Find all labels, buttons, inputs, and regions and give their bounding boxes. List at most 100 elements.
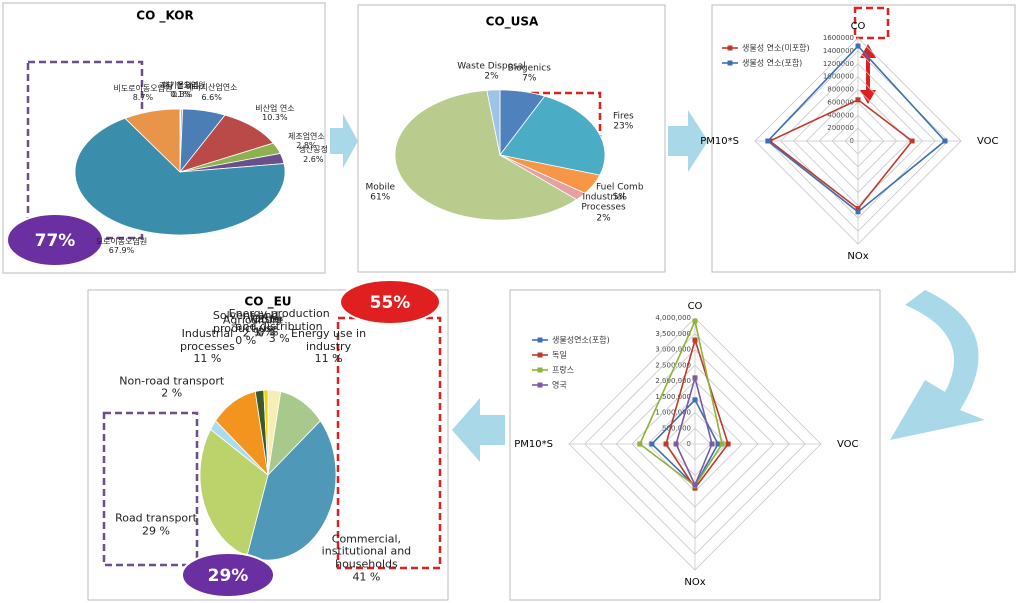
value-label: 0 % bbox=[257, 325, 279, 339]
radar-point bbox=[649, 441, 655, 447]
value-label: 61% bbox=[370, 192, 391, 203]
pie-label: Non-road transport 2 % bbox=[118, 374, 226, 400]
legend-marker bbox=[537, 367, 543, 373]
axis-label: NOx bbox=[847, 251, 868, 262]
arrow bbox=[330, 114, 358, 168]
legend-marker bbox=[537, 352, 543, 358]
pie-label: 비도로이동오염원 8.7% bbox=[108, 84, 178, 102]
value-label: 0.1% bbox=[170, 90, 191, 100]
pie-label: Fires 23% bbox=[588, 112, 658, 133]
arrow bbox=[668, 110, 708, 172]
radar-point bbox=[663, 441, 669, 447]
radar-point bbox=[692, 318, 698, 324]
annotation-badge bbox=[6, 213, 104, 267]
pie-slice bbox=[74, 117, 286, 236]
pie-label: Mobile 61% bbox=[345, 182, 415, 203]
axis-label: PM10*S bbox=[514, 439, 553, 450]
value-label: 2% bbox=[596, 213, 611, 224]
pie-label: Road transport 29 % bbox=[102, 511, 210, 538]
pie-label: Waste Disposal 2% bbox=[457, 61, 527, 82]
annotation-badge bbox=[181, 552, 275, 598]
arrow bbox=[890, 290, 985, 440]
r-tick-label: 1200000 bbox=[823, 60, 854, 68]
category-label: Road transport bbox=[115, 511, 197, 525]
pie-label: Energy use in industry 11 % bbox=[275, 327, 383, 366]
category-label: Waste Disposal bbox=[457, 61, 526, 72]
radar-point bbox=[855, 43, 861, 49]
axis-label: CO bbox=[688, 301, 703, 312]
axis-label: VOC bbox=[837, 439, 859, 450]
r-tick-label: 1000000 bbox=[823, 73, 854, 81]
category-label: Agriculture bbox=[222, 313, 284, 327]
legend-label: 프랑스 bbox=[552, 365, 574, 375]
value-label: 0.3% bbox=[171, 90, 193, 100]
r-tick-label: 600000 bbox=[827, 98, 854, 106]
chart-title: CO _EU bbox=[244, 295, 291, 310]
annotation: 55% bbox=[370, 293, 411, 313]
legend-marker bbox=[727, 45, 733, 51]
radar-point bbox=[692, 482, 698, 488]
category-label: 생산공정 bbox=[298, 145, 329, 155]
r-tick-label: 3,000,000 bbox=[655, 346, 691, 354]
axis-label: PM10*S bbox=[700, 136, 739, 147]
pie-slice bbox=[199, 428, 269, 557]
pie-slice bbox=[124, 108, 181, 173]
category-label: 에너지산업연소 bbox=[185, 83, 238, 93]
value-label: 2.8% bbox=[296, 141, 317, 151]
radar-point bbox=[942, 138, 948, 144]
legend-marker bbox=[537, 337, 543, 343]
value-label: 2 % bbox=[161, 386, 183, 400]
category-label: 비산업 연소 bbox=[255, 103, 295, 113]
radar-point bbox=[855, 209, 861, 215]
value-label: 2% bbox=[484, 71, 499, 82]
radar-point bbox=[715, 441, 721, 447]
radar-point bbox=[692, 337, 698, 343]
radar-point bbox=[719, 441, 725, 447]
pie-label: 생산공정 2.6% bbox=[278, 145, 348, 163]
r-tick-label: 4,000,000 bbox=[655, 314, 691, 322]
pie-label: Solvent and product use 0 % bbox=[192, 308, 300, 348]
value-label: 67.9% bbox=[108, 245, 135, 255]
pie-label: Agriculture 2 % bbox=[199, 313, 307, 340]
r-tick-label: 800000 bbox=[827, 86, 854, 94]
value-label: 41 % bbox=[352, 570, 381, 584]
pie-label: 기타 면오염원 0.3% bbox=[147, 81, 217, 99]
legend-label: 생물성 연소(미포함) bbox=[742, 43, 810, 53]
annotation-badge bbox=[339, 279, 441, 325]
pie-label: Fuel Comb 5% bbox=[585, 182, 655, 203]
value-label: 3 % bbox=[268, 332, 290, 346]
value-label: 1 % bbox=[253, 325, 275, 339]
value-label: 11 % bbox=[314, 352, 343, 366]
radar-point bbox=[909, 138, 915, 144]
r-tick-label: 3,500,000 bbox=[655, 330, 691, 338]
value-label: 11 % bbox=[193, 352, 222, 366]
annotation: 77% bbox=[35, 231, 76, 251]
radar-point bbox=[673, 441, 679, 447]
radar-point bbox=[725, 441, 731, 447]
pie-label: 비산업 연소 10.3% bbox=[240, 104, 310, 122]
category-label: Biogenics bbox=[507, 63, 551, 74]
arrows bbox=[330, 110, 985, 462]
pie-label: Industrial Processes 2% bbox=[569, 193, 639, 224]
r-tick-label: 2,000,000 bbox=[655, 377, 691, 385]
pie-slice bbox=[263, 389, 269, 476]
category-label: Waste bbox=[247, 312, 282, 326]
pie-slice bbox=[486, 89, 501, 156]
pie-label: Industrial processes 11 % bbox=[153, 327, 261, 366]
category-label: Fuel Comb bbox=[595, 182, 644, 193]
r-tick-label: 1400000 bbox=[823, 47, 854, 55]
r-tick-label: 400000 bbox=[827, 111, 854, 119]
radar-point bbox=[855, 97, 861, 103]
value-label: 0 % bbox=[235, 334, 257, 348]
pie-label: Commercial, institutional and households… bbox=[312, 532, 420, 584]
category-label: 기타 면오염원 bbox=[158, 80, 206, 90]
pie-label: Other 0 % bbox=[214, 313, 322, 339]
value-label: 5% bbox=[612, 192, 627, 203]
chart-title: CO _KOR bbox=[136, 9, 193, 24]
pie-label: Biogenics 7% bbox=[494, 63, 564, 84]
r-tick-label: 1,000,000 bbox=[655, 409, 691, 417]
category-label: 비도로이동오염원 bbox=[113, 83, 173, 93]
category-label: Solvent and product use bbox=[212, 308, 279, 335]
